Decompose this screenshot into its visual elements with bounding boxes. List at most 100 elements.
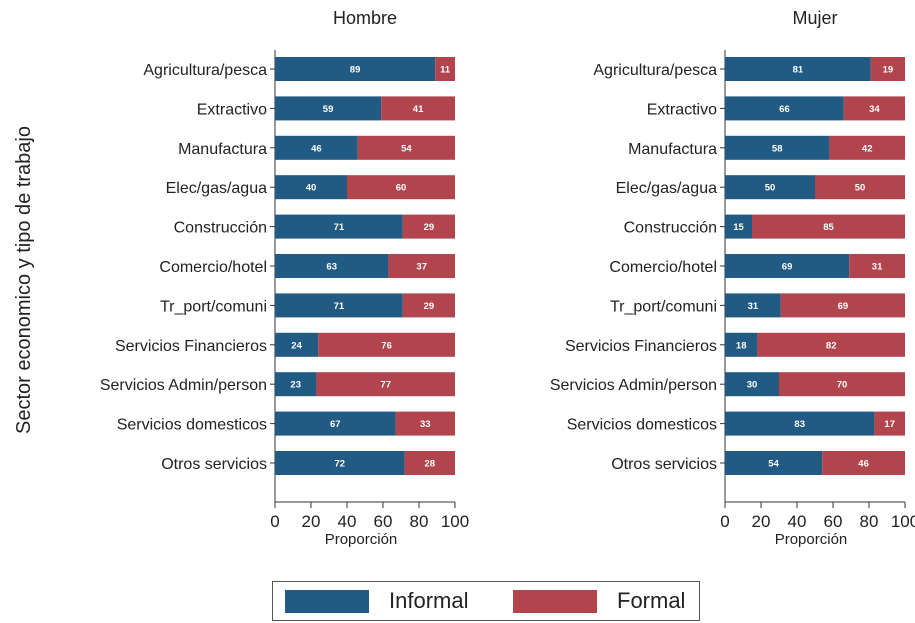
category-label-1-6: Tr_port/comuni: [610, 298, 717, 315]
data-label-1-informal-2: 58: [772, 143, 783, 154]
x-tick-label-0-4: 80: [410, 512, 429, 531]
data-label-1-informal-7: 18: [736, 340, 747, 351]
data-label-0-informal-4: 71: [334, 222, 345, 233]
data-label-0-informal-3: 40: [306, 183, 317, 194]
data-label-0-informal-7: 24: [291, 340, 302, 351]
data-label-1-informal-4: 15: [733, 222, 744, 233]
bar-0-formal-6: [402, 293, 455, 318]
bar-0-informal-1: [275, 96, 382, 121]
category-label-1-4: Construcción: [624, 220, 717, 237]
data-label-0-informal-8: 23: [290, 380, 301, 391]
category-label-1-1: Extractivo: [647, 101, 717, 118]
bar-0-formal-3: [347, 175, 455, 200]
category-label-0-8: Servicios Admin/person: [100, 377, 267, 394]
data-label-1-formal-9: 17: [884, 419, 895, 430]
category-label-0-4: Construcción: [174, 220, 267, 237]
bar-0-formal-5: [388, 254, 455, 278]
x-tick-label-0-0: 0: [270, 512, 279, 531]
data-label-0-informal-9: 67: [330, 419, 341, 430]
bar-1-informal-5: [725, 254, 850, 278]
bar-0-informal-10: [275, 451, 405, 475]
x-tick-label-1-3: 60: [824, 512, 843, 531]
data-label-1-formal-1: 34: [869, 104, 880, 115]
bar-0-formal-10: [404, 451, 455, 475]
data-label-0-informal-5: 63: [326, 262, 337, 273]
bar-1-formal-4: [752, 214, 905, 239]
data-label-0-formal-8: 77: [380, 380, 391, 391]
bar-0-formal-4: [402, 214, 455, 239]
bar-1-formal-8: [779, 372, 905, 397]
bar-0-informal-2: [275, 135, 358, 160]
bar-1-formal-10: [822, 451, 905, 475]
category-label-1-10: Otros servicios: [611, 456, 717, 473]
data-label-1-informal-5: 69: [782, 262, 793, 273]
y-axis-title: Sector economico y tipo de trabajo: [13, 126, 35, 434]
data-label-1-informal-6: 31: [748, 301, 759, 312]
bar-0-formal-2: [357, 135, 455, 160]
category-label-0-3: Elec/gas/agua: [166, 180, 268, 197]
data-label-1-informal-9: 83: [794, 419, 805, 430]
data-label-1-formal-10: 46: [858, 459, 869, 470]
x-tick-label-0-2: 40: [338, 512, 357, 531]
category-label-1-0: Agricultura/pesca: [593, 62, 717, 79]
data-label-1-informal-8: 30: [747, 380, 758, 391]
data-label-0-formal-4: 29: [424, 222, 435, 233]
data-label-0-formal-6: 29: [424, 301, 435, 312]
bar-0-informal-5: [275, 254, 389, 278]
bar-1-informal-2: [725, 135, 830, 160]
data-label-0-formal-0: 11: [440, 65, 451, 76]
category-label-0-7: Servicios Financieros: [115, 338, 267, 355]
bar-0-informal-0: [275, 57, 436, 81]
data-label-1-formal-7: 82: [826, 340, 837, 351]
bar-0-formal-7: [318, 332, 455, 357]
data-label-1-formal-5: 31: [872, 262, 883, 273]
bar-1-formal-6: [780, 293, 905, 318]
legend-label-formal: Formal: [617, 588, 686, 613]
category-label-0-9: Servicios domesticos: [117, 417, 267, 434]
data-label-0-formal-5: 37: [416, 262, 427, 273]
x-tick-label-0-3: 60: [374, 512, 393, 531]
category-label-1-7: Servicios Financieros: [565, 338, 717, 355]
bar-0-informal-6: [275, 293, 403, 318]
category-label-1-2: Manufactura: [628, 141, 717, 158]
data-label-0-informal-0: 89: [350, 65, 361, 76]
bar-1-formal-2: [829, 135, 905, 160]
bar-1-informal-0: [725, 57, 871, 81]
data-label-1-informal-0: 81: [793, 65, 804, 76]
data-label-0-informal-2: 46: [311, 143, 322, 154]
legend-swatch-formal: [513, 589, 597, 613]
category-label-0-6: Tr_port/comuni: [160, 298, 267, 315]
data-label-0-informal-1: 59: [323, 104, 334, 115]
bar-1-formal-1: [843, 96, 905, 121]
bar-0-informal-9: [275, 411, 396, 436]
panel-title-1: Mujer: [792, 8, 837, 28]
data-label-1-informal-10: 54: [768, 459, 779, 470]
data-label-1-formal-4: 85: [823, 222, 834, 233]
data-label-0-formal-1: 41: [413, 104, 424, 115]
data-label-0-formal-10: 28: [425, 459, 436, 470]
category-label-0-2: Manufactura: [178, 141, 267, 158]
legend-label-informal: Informal: [389, 588, 469, 613]
legend-swatch-informal: [285, 589, 369, 613]
bar-0-formal-9: [395, 411, 455, 436]
data-label-1-informal-3: 50: [765, 183, 776, 194]
x-axis-title-1: Proporción: [775, 531, 848, 548]
bar-1-formal-7: [757, 332, 905, 357]
bar-1-informal-4: [725, 214, 752, 239]
legend: Informal Formal: [272, 581, 700, 621]
chart-canvas: Sector economico y tipo de trabajo Hombre…: [13, 8, 915, 548]
data-label-0-informal-6: 71: [334, 301, 345, 312]
bar-1-formal-9: [874, 411, 905, 436]
x-tick-label-0-5: 100: [441, 512, 469, 531]
x-tick-label-1-4: 80: [860, 512, 879, 531]
x-tick-label-1-1: 20: [752, 512, 771, 531]
x-tick-label-1-2: 40: [788, 512, 807, 531]
data-label-1-formal-8: 70: [837, 380, 848, 391]
data-label-0-formal-2: 54: [401, 143, 412, 154]
bar-1-informal-3: [725, 175, 815, 200]
data-label-1-formal-0: 19: [883, 65, 894, 76]
category-label-1-3: Elec/gas/agua: [616, 180, 718, 197]
bar-0-informal-7: [275, 332, 319, 357]
bar-1-formal-3: [815, 175, 905, 200]
